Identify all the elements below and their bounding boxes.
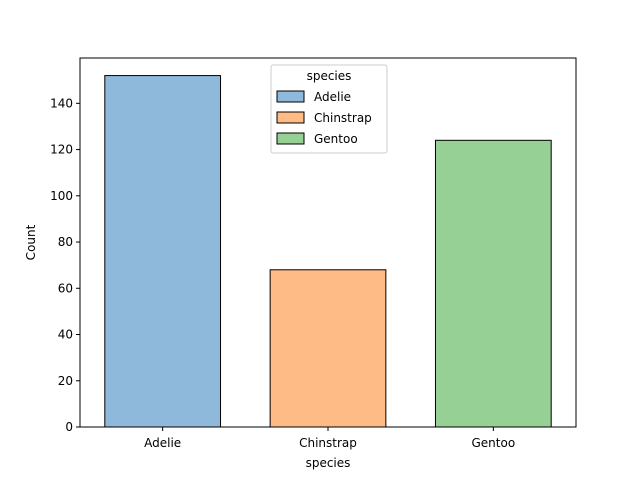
bars-group: [104, 75, 552, 428]
legend-box: [270, 64, 388, 154]
y-tick-label: 20: [58, 374, 73, 388]
y-axis: 0 20 40 60 80 100 120 140: [50, 96, 80, 434]
x-tick-label-adelie: Adelie: [144, 436, 181, 450]
y-tick-label: 120: [50, 143, 73, 157]
y-tick-label: 0: [65, 420, 73, 434]
legend-swatch-adelie: [276, 90, 305, 103]
y-tick-label: 140: [50, 96, 73, 110]
legend-label-gentoo: Gentoo: [314, 132, 358, 146]
y-tick-label: 60: [58, 281, 73, 295]
y-axis-title: Count: [24, 224, 38, 260]
legend-label-chinstrap: Chinstrap: [314, 111, 372, 125]
y-tick-label: 40: [58, 328, 73, 342]
y-tick-label: 100: [50, 189, 73, 203]
legend-title: species: [307, 69, 352, 83]
legend-entries: Adelie Chinstrap Gentoo: [276, 90, 372, 146]
legend-swatch-gentoo: [276, 132, 305, 145]
bar-adelie: [104, 75, 222, 428]
x-tick-label-gentoo: Gentoo: [471, 436, 515, 450]
x-tick-label-chinstrap: Chinstrap: [299, 436, 357, 450]
legend-swatch-chinstrap: [276, 111, 305, 124]
x-axis: Adelie Chinstrap Gentoo: [144, 427, 515, 450]
bar-chinstrap: [269, 269, 387, 428]
legend: species Adelie Chinstrap Gentoo: [270, 64, 388, 154]
bar-gentoo: [434, 139, 552, 428]
x-axis-title: species: [306, 456, 351, 470]
y-tick-label: 80: [58, 235, 73, 249]
legend-label-adelie: Adelie: [314, 90, 351, 104]
